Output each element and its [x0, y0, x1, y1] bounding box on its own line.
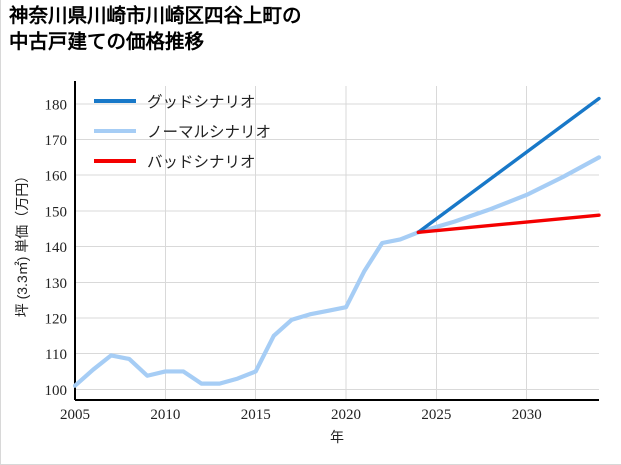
y-axis-tick-label: 150 — [45, 204, 68, 220]
series-line-ノーマルシナリオ — [72, 155, 602, 388]
y-axis-tick-label: 160 — [45, 169, 68, 185]
y-axis-tick-label: 100 — [45, 383, 68, 399]
chart-title: 神奈川県川崎市川崎区四谷上町の 中古戸建ての価格推移 — [9, 5, 302, 53]
y-axis-tick-label: 120 — [45, 311, 68, 327]
y-axis-tick-label: 110 — [45, 347, 67, 363]
legend-label-1: ノーマルシナリオ — [147, 124, 271, 141]
chart-tick-labels: 100 110 120 130 140 150 160 170 180 2005 2010 2015 2… — [45, 97, 542, 423]
x-axis-tick-label: 2030 — [512, 407, 542, 423]
x-axis-tick-label: 2020 — [331, 407, 361, 423]
x-axis-tick-label: 2010 — [150, 407, 180, 423]
y-axis-title: 坪 (3.3㎡) 単価（万円） — [14, 169, 30, 318]
x-axis-tick-label: 2005 — [60, 407, 90, 423]
y-axis-tick-label: 180 — [45, 97, 68, 113]
y-axis-tick-label: 140 — [45, 240, 68, 256]
chart-gridlines — [75, 86, 599, 400]
legend-label-0: グッドシナリオ — [147, 93, 256, 111]
legend-label-2: バッドシナリオ — [147, 154, 256, 171]
x-axis-title: 年 — [330, 429, 344, 445]
series-line-バッドシナリオ — [416, 213, 601, 235]
y-axis-tick-label: 170 — [45, 133, 68, 149]
x-axis-tick-label: 2025 — [421, 407, 451, 423]
series-line-グッドシナリオ — [416, 96, 601, 235]
y-axis-tick-label: 130 — [45, 276, 68, 292]
chart-axes — [74, 81, 599, 401]
chart-axis-titles: 年 坪 (3.3㎡) 単価（万円） — [14, 169, 344, 445]
chart-series — [72, 96, 602, 388]
x-axis-tick-label: 2015 — [241, 407, 271, 423]
